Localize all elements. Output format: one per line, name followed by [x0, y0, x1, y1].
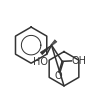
- Text: HO: HO: [33, 57, 48, 67]
- Polygon shape: [40, 45, 52, 55]
- Text: O: O: [54, 70, 62, 81]
- Text: OH: OH: [72, 56, 87, 66]
